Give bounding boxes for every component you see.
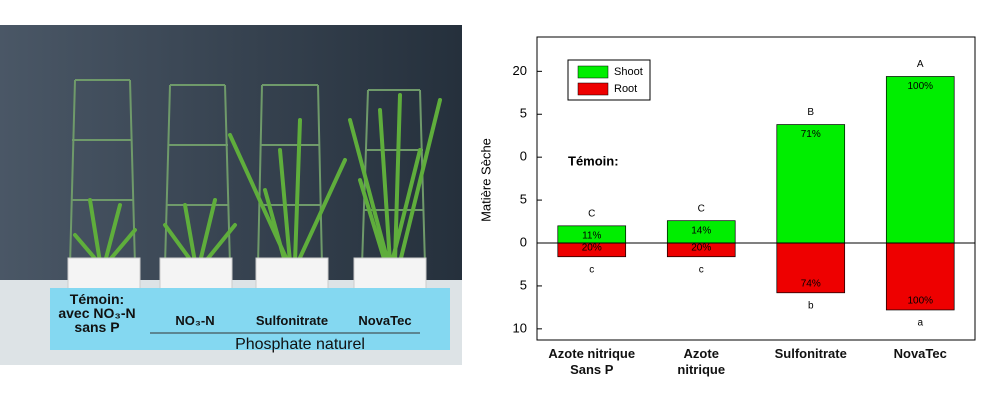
percent-label: 74% (801, 278, 821, 289)
photo-label: Témoin: avec NO₃-N sans P (58, 291, 136, 335)
x-tick-label: NovaTec (893, 346, 947, 361)
letter-label: a (917, 318, 923, 329)
letter-label: C (698, 203, 705, 214)
letter-label: b (808, 300, 814, 311)
percent-label: 20% (582, 242, 602, 253)
letter-label: c (699, 264, 704, 275)
y-axis-label: Matière Sèche (478, 138, 493, 222)
photo-label: Sulfonitrate (255, 313, 329, 328)
y-tick-label: 0 (520, 234, 527, 249)
y-tick-label: 5 (520, 106, 527, 121)
bar (885, 76, 955, 244)
letter-label: A (917, 59, 924, 70)
y-tick-label: 10 (513, 320, 527, 335)
x-tick-label: Azote nitrique Sans P (548, 346, 636, 377)
legend-swatch (577, 65, 609, 79)
letter-label: B (807, 107, 814, 118)
y-tick-label: 0 (520, 149, 527, 164)
legend-label: Root (614, 83, 637, 95)
photo-label: NO₃-N (175, 313, 215, 328)
percent-label: 100% (907, 81, 933, 92)
percent-label: 11% (582, 230, 601, 241)
percent-label: 14% (691, 225, 711, 236)
y-tick-label: 5 (520, 277, 527, 292)
y-tick-label: 5 (520, 192, 527, 207)
bar (776, 242, 846, 294)
y-tick-label: 20 (513, 63, 527, 78)
legend-swatch (577, 82, 609, 96)
x-tick-label: Azote nitrique (677, 346, 726, 377)
bar (776, 124, 846, 244)
photo (0, 25, 462, 365)
percent-label: 100% (907, 296, 933, 307)
percent-label: 71% (801, 129, 821, 140)
x-tick-label: Sulfonitrate (774, 346, 847, 361)
letter-label: C (588, 208, 595, 219)
bar (885, 242, 955, 311)
legend-label: Shoot (614, 66, 643, 78)
percent-label: 20% (691, 242, 711, 253)
plot-frame (536, 36, 976, 341)
photo-label: NovaTec (358, 313, 412, 328)
letter-label: c (589, 264, 594, 275)
annotation: Témoin: (568, 153, 619, 168)
photo-caption: Phosphate naturel (235, 336, 365, 353)
